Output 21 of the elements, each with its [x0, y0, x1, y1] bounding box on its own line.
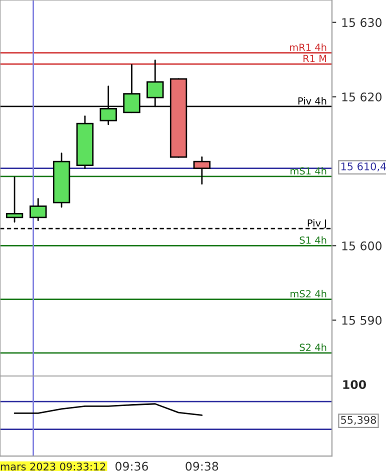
ref-line-label: mR1 4h	[290, 43, 326, 51]
ref-line-label: Piv 4h	[298, 97, 326, 104]
x-tick-label: 09:36	[116, 462, 148, 471]
text: 15 610,4	[341, 162, 386, 172]
ref-line-label: S1 4h	[300, 236, 326, 244]
candlestick	[193, 156, 211, 185]
x-tick-label: 09:38	[186, 462, 218, 471]
y-tick-label: 15 630	[342, 18, 382, 27]
y-tick-label: 15 600	[342, 241, 382, 250]
text: 55,398	[341, 416, 376, 425]
ref-line-label: Piv J	[308, 219, 326, 228]
y-tick-label: 15 620	[342, 92, 382, 102]
y-tick-label: 15 590	[342, 316, 382, 325]
text: mars 2023 09:33:12	[0, 462, 106, 470]
candlestick	[6, 176, 24, 223]
ref-line-label: mS1 4h	[290, 167, 326, 175]
ref-line-label: R1 M	[304, 54, 326, 62]
ref-line-label: mS2 4h	[290, 290, 326, 298]
ref-line-label: S2 4h	[300, 344, 326, 352]
candlestick	[30, 198, 47, 222]
text: 100	[343, 380, 366, 390]
